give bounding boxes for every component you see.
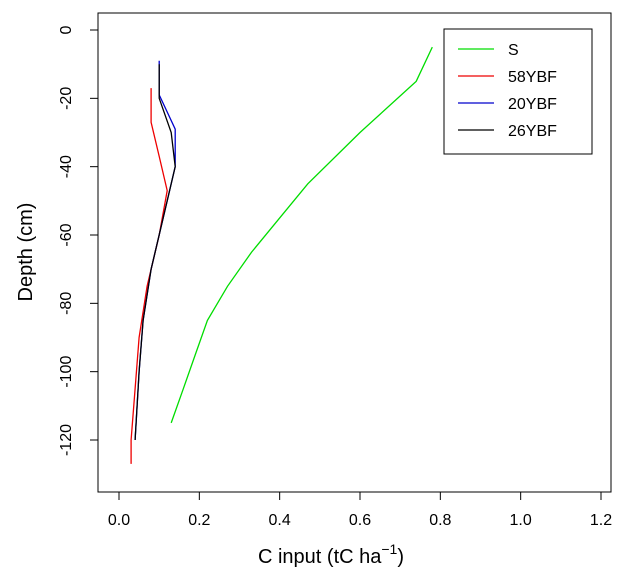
x-axis-label-text: C input (tC ha [258,546,382,568]
x-tick-label: 0.2 [188,512,210,529]
y-tick-label: -120 [58,424,75,456]
x-tick-label: 1.2 [590,512,612,529]
y-tick-label: 0 [58,25,75,34]
x-tick-label: 0.8 [429,512,451,529]
x-tick-label: 1.0 [510,512,532,529]
x-tick-label: 0.6 [349,512,371,529]
x-tick-label: 0.0 [108,512,130,529]
y-tick-label: -80 [58,292,75,315]
y-axis: 0 -20 -40 -60 -80 -100 -120 [58,25,99,456]
x-tick-label: 0.4 [269,512,291,529]
y-tick-label: -100 [58,356,75,388]
series-line-S [170,46,433,424]
y-tick-label: -40 [58,155,75,178]
legend-label: S [508,42,519,59]
x-axis-label: C input (tC ha−1) [258,541,404,568]
y-tick-label: -20 [58,87,75,110]
legend-label: 20YBF [508,96,557,113]
legend-label: 26YBF [508,123,557,140]
y-axis-label: Depth (cm) [15,203,37,302]
legend-label: 58YBF [508,69,557,86]
x-axis-label-close: ) [397,546,404,568]
series-line-26YBF [134,64,176,441]
legend-box [443,28,593,155]
y-tick-label: -60 [58,223,75,246]
legend: S 58YBF 20YBF 26YBF [443,28,593,155]
x-axis-label-superscript: −1 [381,541,397,557]
series-lines [130,46,433,464]
x-axis: 0.0 0.2 0.4 0.6 0.8 1.0 1.2 [108,491,612,529]
